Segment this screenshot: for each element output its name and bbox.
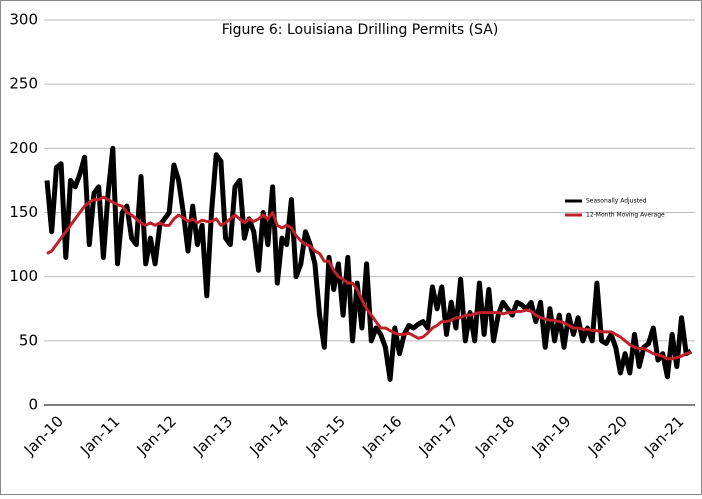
legend-label: Seasonally Adjusted <box>586 198 647 205</box>
y-tick-label: 150 <box>9 203 38 221</box>
y-tick-label: 200 <box>9 139 38 157</box>
series-line <box>46 195 692 361</box>
y-tick-label: 0 <box>28 396 38 414</box>
chart-title: Figure 6: Louisiana Drilling Permits (SA… <box>222 22 499 38</box>
y-tick-label: 250 <box>9 75 38 93</box>
series-line <box>44 145 693 382</box>
legend-label: 12-Month Moving Average <box>586 212 665 219</box>
y-tick-label: 100 <box>9 267 38 285</box>
y-tick-label: 50 <box>19 331 38 349</box>
y-tick-label: 300 <box>9 11 38 29</box>
